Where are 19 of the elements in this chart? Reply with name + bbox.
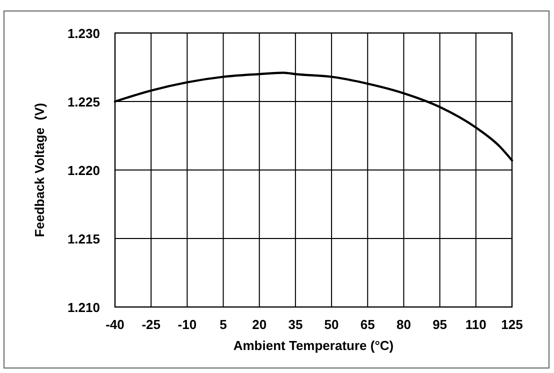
x-tick-label: 125	[501, 317, 523, 332]
x-tick-label: 65	[360, 317, 375, 332]
x-tick-label: 35	[288, 317, 303, 332]
x-tick-label: 5	[220, 317, 227, 332]
x-tick-label: 110	[465, 317, 486, 332]
x-tick-label: -10	[178, 317, 197, 332]
x-tick-label: 20	[252, 317, 267, 332]
y-tick-label: 1.220	[67, 163, 100, 178]
x-tick-label: -40	[106, 317, 124, 332]
x-tick-label: -25	[142, 317, 160, 332]
y-tick-label: 1.230	[67, 26, 100, 41]
x-axis-title: Ambient Temperature (°C)	[233, 338, 394, 353]
y-tick-label: 1.210	[67, 300, 100, 315]
x-tick-label: 95	[432, 317, 448, 332]
x-tick-label: 50	[324, 317, 339, 332]
x-tick-label: 80	[396, 317, 411, 332]
y-tick-label: 1.225	[67, 94, 100, 110]
y-tick-label: 1.215	[67, 232, 100, 246]
y-axis-title: Feedback Voltage (V)	[32, 102, 47, 238]
